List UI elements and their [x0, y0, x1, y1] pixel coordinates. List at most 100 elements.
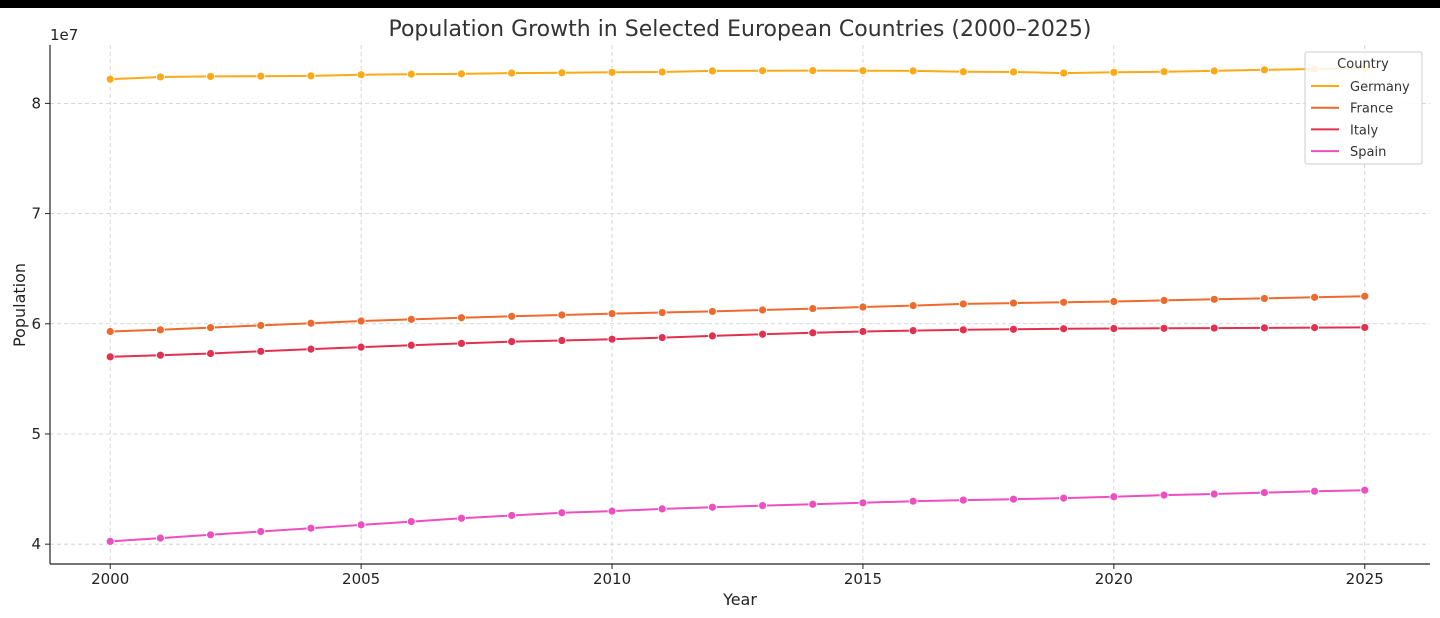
top-border — [0, 0, 1440, 8]
data-point — [1059, 324, 1069, 334]
data-point — [1109, 297, 1119, 306]
data-point — [206, 72, 215, 81]
data-point — [206, 349, 215, 358]
data-point — [657, 504, 667, 514]
data-point — [105, 327, 115, 336]
data-point — [708, 307, 717, 316]
data-point — [206, 323, 215, 333]
data-point — [1209, 66, 1219, 76]
data-point — [457, 313, 466, 323]
series-line — [110, 295, 1365, 333]
data-point — [1360, 291, 1370, 301]
data-point — [256, 346, 266, 356]
data-point — [507, 311, 517, 321]
data-point — [858, 302, 868, 312]
data-point — [1009, 494, 1018, 504]
x-tick-label: 2015 — [844, 570, 882, 588]
data-point — [1260, 323, 1269, 333]
data-point — [607, 67, 617, 77]
y-axis-label: Population — [10, 263, 29, 347]
legend-box — [1304, 51, 1423, 165]
chart-title: Population Growth in Selected European C… — [388, 17, 1091, 42]
data-point — [657, 333, 667, 342]
data-point — [406, 517, 416, 526]
series-line — [110, 326, 1365, 358]
data-point — [206, 530, 215, 540]
data-point — [155, 350, 165, 360]
data-point — [1209, 489, 1219, 499]
legend-entry: Italy — [1350, 123, 1379, 138]
data-point — [406, 69, 416, 79]
data-point — [356, 316, 366, 326]
data-point — [1310, 292, 1319, 302]
data-point — [1310, 323, 1319, 333]
data-point — [808, 66, 818, 75]
legend: Country Germany France Italy Spain — [1304, 51, 1423, 165]
data-point — [306, 344, 316, 354]
data-point — [507, 68, 517, 78]
data-point — [858, 498, 868, 508]
data-point — [908, 326, 918, 336]
data-point — [657, 308, 667, 317]
grid-lines — [50, 45, 1430, 564]
data-point — [507, 337, 517, 347]
data-point — [1059, 493, 1069, 503]
data-point — [607, 334, 617, 344]
data-point — [1260, 65, 1269, 75]
x-axis-label: Year — [722, 590, 757, 609]
series-line — [110, 67, 1365, 81]
data-point — [1260, 488, 1269, 497]
data-point — [1159, 67, 1169, 77]
y-tick-label: 8 — [31, 94, 41, 112]
data-point — [406, 340, 416, 350]
data-point — [708, 66, 717, 76]
data-point — [1009, 67, 1018, 77]
series-france — [105, 291, 1370, 336]
data-point — [858, 66, 868, 76]
y-tick-label: 7 — [31, 205, 41, 223]
x-tick-label: 2025 — [1346, 570, 1384, 588]
data-point — [958, 67, 968, 77]
data-point — [958, 299, 968, 309]
legend-title: Country — [1337, 57, 1389, 72]
series-line — [110, 489, 1365, 543]
data-point — [105, 352, 115, 362]
data-point — [858, 327, 868, 336]
data-point — [356, 520, 366, 530]
data-point — [1159, 296, 1169, 305]
data-point — [256, 527, 266, 536]
data-point — [958, 495, 968, 505]
y-axis-offset-label: 1e7 — [50, 26, 78, 44]
data-point — [356, 342, 366, 352]
data-point — [356, 70, 366, 80]
data-point — [657, 67, 667, 77]
legend-entry: Spain — [1350, 145, 1386, 160]
legend-entry: Germany — [1350, 80, 1410, 95]
data-point — [1109, 492, 1119, 502]
y-tick-label: 6 — [31, 315, 41, 333]
data-point — [105, 74, 115, 84]
data-point — [708, 502, 717, 512]
axes — [45, 45, 1430, 569]
data-point — [1159, 490, 1169, 500]
data-point — [758, 305, 767, 315]
data-point — [808, 304, 818, 313]
data-point — [908, 301, 918, 311]
data-point — [306, 523, 316, 533]
data-point — [758, 66, 767, 76]
data-point — [708, 331, 717, 341]
data-point — [1009, 298, 1018, 308]
data-point — [306, 318, 316, 328]
data-point — [808, 499, 818, 509]
data-point — [457, 338, 466, 348]
data-point — [1159, 323, 1169, 333]
data-point — [557, 310, 567, 320]
y-tick-label: 4 — [31, 535, 41, 553]
data-point — [557, 68, 567, 78]
data-point — [155, 533, 165, 543]
data-point — [457, 69, 466, 79]
data-point — [406, 314, 416, 324]
data-point — [908, 496, 918, 506]
data-point — [958, 325, 968, 335]
